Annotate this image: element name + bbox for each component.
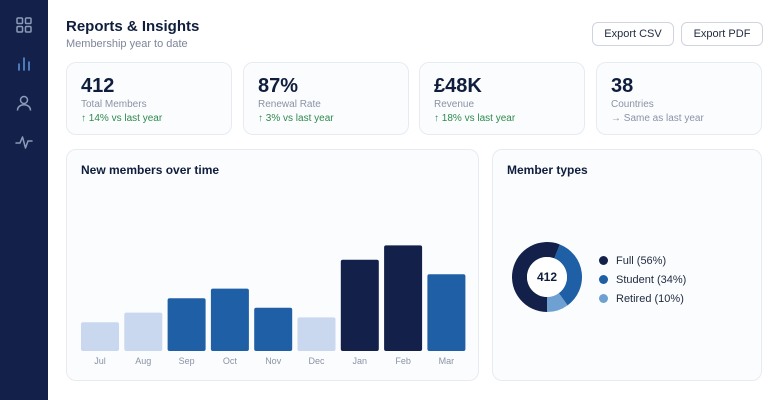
legend-dot [599,275,608,284]
kpi-card-countries: 38 Countries → Same as last year [596,62,762,135]
kpi-label: Renewal Rate [258,99,321,110]
activity-icon[interactable] [14,132,34,152]
donut-legend: Full (56%) Student (34%) Retired (10%) [599,251,686,308]
x-tick-label: Jan [353,356,368,366]
bar-feb [384,245,423,351]
bar-jan [340,259,379,351]
bar-nov [254,307,293,351]
legend-label: Student (34%) [616,273,687,286]
kpi-label: Revenue [434,99,475,110]
bar-jul [81,322,119,351]
x-tick-label: Feb [395,356,411,366]
panel-title: Member types [507,163,588,177]
page-subtitle: Membership year to date [66,38,188,50]
legend-item-full: Full (56%) [599,251,686,270]
legend-dot [599,294,608,303]
kpi-label: Countries [611,99,654,110]
kpi-card-revenue: £48K Revenue ↑ 18% vs last year [419,62,585,135]
donut-slice-2 [547,293,568,312]
bar-oct [210,288,249,351]
kpi-value: £48K [434,75,482,97]
kpi-change: ↑ 14% vs last year [81,113,163,124]
donut-hole [527,257,567,297]
export-pdf-button[interactable]: Export PDF [681,22,763,46]
legend-item-student: Student (34%) [599,270,686,289]
bar-mar [427,274,466,351]
new-members-bar-chart: Jul Aug Sep Oct Nov Dec Jan Feb Mar [81,245,466,366]
donut-slice-0 [512,242,560,312]
bar-chart-icon[interactable] [14,54,34,74]
x-tick-label: Sep [179,356,195,366]
x-tick-label: Dec [308,356,325,366]
user-icon[interactable] [14,93,34,113]
legend-dot [599,256,608,265]
legend-label: Full (56%) [616,254,667,267]
kpi-change: ↑ 18% vs last year [434,113,516,124]
legend-item-retired: Retired (10%) [599,289,686,308]
member-types-donut-chart: 412 [512,242,582,312]
kpi-value: 412 [81,75,115,97]
sidebar [0,0,48,400]
kpi-label: Total Members [81,99,147,110]
kpi-change: → Same as last year [611,113,704,124]
export-csv-button[interactable]: Export CSV [592,22,674,46]
bar-sep [167,298,206,351]
x-tick-label: Mar [439,356,455,366]
legend-label: Retired (10%) [616,292,684,305]
bar-dec [297,317,336,351]
panel-title: New members over time [81,163,220,177]
x-tick-label: Aug [135,356,151,366]
x-tick-label: Oct [223,356,238,366]
kpi-card-total-members: 412 Total Members ↑ 14% vs last year [66,62,232,135]
kpi-change: ↑ 3% vs last year [258,113,334,124]
new-members-chart-panel: New members over time Jul Aug Sep Oct Nov Dec… [66,149,479,381]
donut-slice-1 [554,244,582,306]
kpi-value: 87% [258,75,299,97]
grid-icon[interactable] [14,15,34,35]
x-tick-label: Jul [94,356,106,366]
kpi-value: 38 [611,75,634,97]
main-content: Reports & Insights Membership year to da… [48,0,780,400]
bar-aug [124,312,163,351]
x-tick-label: Nov [265,356,282,366]
donut-center-value: 412 [537,270,557,284]
kpi-card-renewal-rate: 87% Renewal Rate ↑ 3% vs last year [243,62,409,135]
page-title: Reports & Insights [66,18,200,35]
member-types-chart-panel: Member types 412 Full (56%) Student (34%… [492,149,762,381]
